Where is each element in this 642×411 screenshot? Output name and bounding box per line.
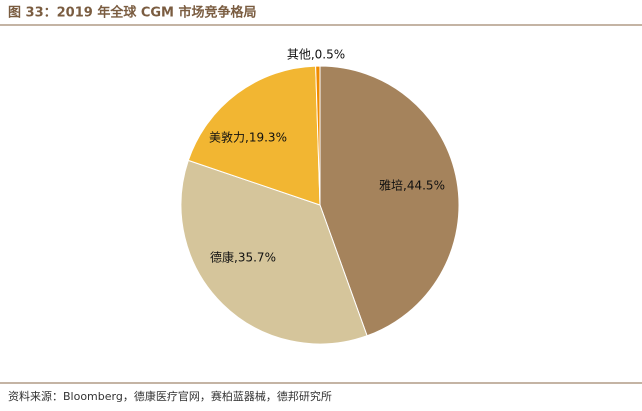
- pie-slice: [187, 65, 321, 206]
- source-note: 资料来源：Bloomberg，德康医疗官网，赛柏蓝器械，德邦研究所: [8, 389, 332, 403]
- pie-slice: [315, 65, 321, 206]
- pie-slice: [319, 65, 460, 337]
- data-label: 雅培,44.5%: [379, 178, 445, 193]
- chart-title: 图 33：2019 年全球 CGM 市场竞争格局: [8, 5, 257, 21]
- pie-slice: [180, 159, 368, 345]
- data-label: 其他,0.5%: [287, 48, 345, 62]
- data-label: 德康,35.7%: [210, 250, 276, 265]
- data-label: 美敦力,19.3%: [209, 130, 287, 145]
